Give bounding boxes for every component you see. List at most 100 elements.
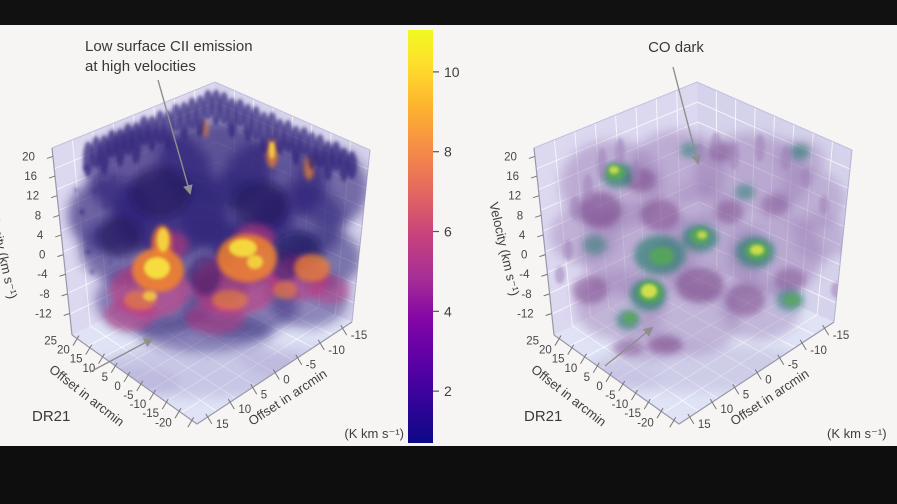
offset-tick-mark bbox=[592, 362, 600, 374]
dr21-arrow bbox=[604, 326, 654, 367]
offset-tick-mark bbox=[72, 335, 80, 346]
volume-spike bbox=[570, 196, 580, 220]
volume-spike bbox=[227, 97, 237, 138]
velocity-tick-mark bbox=[48, 175, 56, 179]
offset-tick-label: -15 bbox=[624, 408, 641, 420]
volume-blob bbox=[725, 284, 765, 316]
colorbar-gradient bbox=[408, 30, 433, 443]
volume-blob bbox=[143, 291, 157, 301]
offset-tick-label: 10 bbox=[564, 363, 577, 375]
volume-blob bbox=[130, 166, 190, 218]
volume-render-cii bbox=[68, 89, 368, 398]
velocity-tick-mark bbox=[532, 195, 540, 199]
velocity-tick-label: -12 bbox=[35, 308, 52, 320]
offset-tick-label: 20 bbox=[539, 345, 552, 357]
volume-spike bbox=[711, 132, 721, 156]
offset-tick-mark bbox=[136, 380, 144, 392]
velocity-tick-label: -4 bbox=[37, 269, 48, 281]
volume-blob bbox=[641, 284, 657, 298]
cube-top-edges bbox=[533, 81, 853, 151]
offset-tick-label: -10 bbox=[810, 345, 827, 357]
volume-layer-purple-edges bbox=[572, 142, 806, 356]
volume-blob bbox=[189, 255, 221, 295]
volume-blob bbox=[623, 312, 637, 324]
volume-blob bbox=[572, 276, 608, 304]
velocity-tick-mark bbox=[63, 313, 70, 316]
offset-axis-right: 15 10 5 0 -5 -10 -15 bbox=[687, 324, 849, 431]
offset-tick-label: 25 bbox=[526, 336, 539, 348]
cube-top-edges bbox=[51, 81, 371, 151]
volume-spike bbox=[315, 134, 325, 169]
offset-tick-mark bbox=[618, 380, 626, 392]
offset-tick-mark bbox=[187, 417, 195, 428]
offset-tick-mark bbox=[567, 344, 575, 355]
colorbar-tick-label: 8 bbox=[444, 144, 452, 160]
region-label-dr21: DR21 bbox=[32, 408, 70, 425]
offset-tick-label: 5 bbox=[743, 389, 749, 401]
volume-blob bbox=[609, 166, 619, 174]
offset-tick-label: 0 bbox=[114, 381, 120, 393]
volume-blob bbox=[96, 230, 102, 236]
volume-blob bbox=[89, 269, 95, 275]
velocity-tick-label: 16 bbox=[506, 171, 519, 183]
volume-spike bbox=[339, 147, 349, 182]
velocity-tick-label: 0 bbox=[39, 250, 45, 262]
volume-spike bbox=[107, 129, 117, 158]
volume-spike bbox=[195, 95, 205, 138]
volume-blob bbox=[229, 239, 257, 257]
volume-blob bbox=[79, 209, 85, 215]
velocity-tick-mark bbox=[541, 273, 548, 277]
volume-blob bbox=[750, 245, 764, 255]
volume-spike bbox=[163, 110, 173, 151]
offset-tick-mark bbox=[709, 398, 717, 410]
volume-spike bbox=[139, 115, 149, 146]
letterbox-bottom-bar bbox=[0, 446, 897, 504]
volume-spike bbox=[275, 118, 285, 155]
velocity-tick-label: 4 bbox=[519, 230, 526, 242]
volume-blob bbox=[271, 249, 299, 281]
colorbar-tick-label: 6 bbox=[444, 224, 452, 240]
offset-tick-label: 15 bbox=[698, 419, 711, 431]
velocity-tick-mark bbox=[539, 254, 546, 258]
volume-blob bbox=[212, 290, 248, 310]
volume-spike bbox=[781, 146, 791, 170]
offset-tick-mark bbox=[295, 354, 303, 365]
volume-spike bbox=[155, 110, 165, 145]
volume-spike bbox=[83, 141, 93, 178]
volume-spike bbox=[819, 196, 829, 214]
offset-tick-mark bbox=[669, 417, 677, 428]
volume-spike bbox=[179, 101, 189, 140]
volume-spike bbox=[597, 148, 607, 180]
offset-tick-mark bbox=[123, 371, 131, 383]
offset-tick-label: -5 bbox=[605, 390, 615, 402]
annotation-cii-text: at high velocities bbox=[85, 58, 196, 75]
volume-blob bbox=[74, 188, 78, 192]
volume-blob bbox=[640, 199, 680, 231]
velocity-tick-label: 16 bbox=[24, 171, 37, 183]
volume-spike bbox=[555, 266, 565, 284]
volume-spike bbox=[171, 103, 181, 132]
volume-spike bbox=[323, 140, 333, 181]
colorbar-tick-label: 4 bbox=[444, 303, 452, 319]
offset-tick-label: -15 bbox=[351, 330, 368, 342]
colorbar-tick-label: 10 bbox=[444, 64, 460, 80]
volume-blob bbox=[676, 267, 724, 303]
velocity-tick-label: -8 bbox=[521, 289, 531, 301]
offset-tick-mark bbox=[340, 324, 348, 336]
velocity-tick-mark bbox=[57, 254, 64, 258]
region-label-dr21: DR21 bbox=[524, 408, 562, 425]
colorbar: 10 8 6 4 2 (K km s⁻¹) (K km s⁻¹) bbox=[344, 30, 887, 443]
volume-spike bbox=[211, 89, 221, 126]
velocity-tick-mark bbox=[530, 175, 538, 179]
offset-tick-mark bbox=[754, 369, 762, 380]
velocity-tick-label: 12 bbox=[26, 191, 39, 203]
colorbar-unit-right: (K km s⁻¹) bbox=[827, 426, 887, 441]
offset-tick-mark bbox=[656, 407, 664, 419]
volume-spike bbox=[563, 240, 573, 260]
volume-spike bbox=[631, 160, 641, 184]
volume-spike bbox=[187, 97, 197, 130]
volume-blob bbox=[112, 176, 116, 180]
offset-tick-mark bbox=[799, 339, 807, 351]
velocity-tick-label: 20 bbox=[22, 151, 35, 163]
